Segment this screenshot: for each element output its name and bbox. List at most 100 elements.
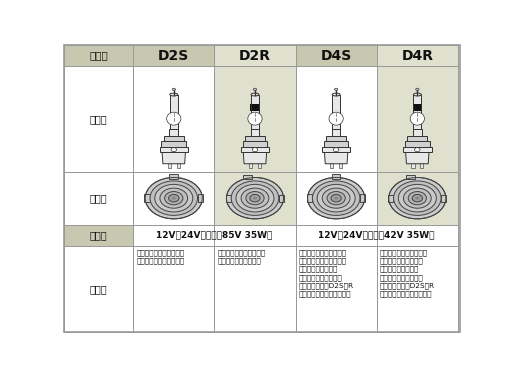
Ellipse shape xyxy=(329,112,343,125)
Bar xyxy=(442,195,446,201)
Polygon shape xyxy=(406,152,429,164)
Circle shape xyxy=(253,197,257,200)
Bar xyxy=(251,94,259,129)
Bar xyxy=(133,66,215,172)
Ellipse shape xyxy=(413,93,421,96)
Bar xyxy=(64,66,133,172)
Bar xyxy=(64,172,133,225)
Bar xyxy=(176,163,180,168)
Bar xyxy=(377,45,458,66)
Bar xyxy=(215,225,295,245)
Bar xyxy=(339,163,342,168)
Bar xyxy=(133,45,215,66)
Circle shape xyxy=(333,148,339,152)
Bar xyxy=(215,225,295,245)
Bar xyxy=(133,172,215,225)
Bar xyxy=(295,172,377,225)
Bar xyxy=(215,45,295,66)
Bar xyxy=(170,174,178,179)
Bar xyxy=(243,175,252,179)
Bar xyxy=(159,147,188,152)
Circle shape xyxy=(335,88,338,91)
Bar xyxy=(64,45,133,66)
Text: D2R: D2R xyxy=(239,48,271,63)
Bar xyxy=(295,172,377,225)
Circle shape xyxy=(246,192,264,205)
Bar xyxy=(411,163,414,168)
Text: 12V・24V車対応（42V 35W）: 12V・24V車対応（42V 35W） xyxy=(318,231,435,240)
Bar xyxy=(326,136,346,141)
Bar xyxy=(413,129,422,136)
Bar xyxy=(332,94,340,129)
Bar xyxy=(295,225,377,245)
Bar xyxy=(295,225,377,245)
Bar xyxy=(377,245,458,332)
Bar xyxy=(420,163,423,168)
Bar xyxy=(377,245,458,332)
Bar xyxy=(295,45,377,66)
Circle shape xyxy=(389,178,446,219)
Circle shape xyxy=(331,194,341,202)
Bar xyxy=(64,172,133,225)
Text: 12V・24V車対応（85V 35W）: 12V・24V車対応（85V 35W） xyxy=(156,231,272,240)
Bar xyxy=(64,66,133,172)
Bar xyxy=(133,45,215,66)
Circle shape xyxy=(334,197,338,200)
Circle shape xyxy=(398,184,436,212)
Circle shape xyxy=(172,88,175,91)
Bar xyxy=(215,66,295,172)
Circle shape xyxy=(253,88,257,91)
Bar xyxy=(324,141,349,147)
Text: 形　状: 形 状 xyxy=(90,114,107,124)
Bar xyxy=(295,66,377,172)
Circle shape xyxy=(317,184,355,212)
Text: D4R: D4R xyxy=(401,48,433,63)
Bar xyxy=(64,66,133,172)
Bar xyxy=(215,245,295,332)
Circle shape xyxy=(241,188,269,208)
Circle shape xyxy=(312,181,360,215)
Polygon shape xyxy=(243,152,267,164)
Bar xyxy=(133,172,215,225)
Bar xyxy=(412,104,422,111)
Bar xyxy=(295,172,377,225)
Circle shape xyxy=(250,194,260,202)
Bar xyxy=(64,245,133,332)
Bar xyxy=(249,163,252,168)
Circle shape xyxy=(408,192,427,205)
Bar xyxy=(295,245,377,332)
Circle shape xyxy=(412,194,423,202)
Bar xyxy=(64,172,133,225)
Bar xyxy=(377,225,458,245)
Bar xyxy=(215,66,295,172)
Text: 主にプロジェクタータイ
プヘッドランプ用です。
電球の封入化合物に
水銀を使用しない新し
いタイプです。D2S／R
とは互換性はありません。: 主にプロジェクタータイ プヘッドランプ用です。 電球の封入化合物に 水銀を使用し… xyxy=(299,249,354,297)
Bar xyxy=(215,172,295,225)
Bar xyxy=(377,172,458,225)
Bar xyxy=(295,245,377,332)
Bar xyxy=(377,225,458,245)
Text: 主にリフレクタータイプ
ヘッドランプ用です。
電球の封入化合物に
水銀を使用しない新し
いタイプです。D2S／R
とは互換性はありません。: 主にリフレクタータイプ ヘッドランプ用です。 電球の封入化合物に 水銀を使用しな… xyxy=(380,249,435,297)
Bar xyxy=(295,245,377,332)
Bar xyxy=(133,45,215,66)
Bar xyxy=(332,174,340,179)
Bar xyxy=(377,66,458,172)
Bar xyxy=(133,66,215,172)
Bar xyxy=(145,194,150,202)
Circle shape xyxy=(172,197,176,200)
Ellipse shape xyxy=(167,112,181,125)
Bar xyxy=(133,172,215,225)
Bar xyxy=(168,163,171,168)
Bar xyxy=(258,163,261,168)
Ellipse shape xyxy=(410,112,425,125)
Bar xyxy=(241,147,269,152)
Bar xyxy=(295,66,377,172)
Bar xyxy=(64,225,133,245)
Bar xyxy=(215,45,295,66)
Bar xyxy=(245,136,265,141)
Bar xyxy=(64,225,133,245)
Polygon shape xyxy=(162,152,185,164)
Bar xyxy=(215,172,295,225)
Bar xyxy=(413,94,421,129)
Bar xyxy=(250,104,260,111)
Text: 口　金: 口 金 xyxy=(90,193,107,203)
